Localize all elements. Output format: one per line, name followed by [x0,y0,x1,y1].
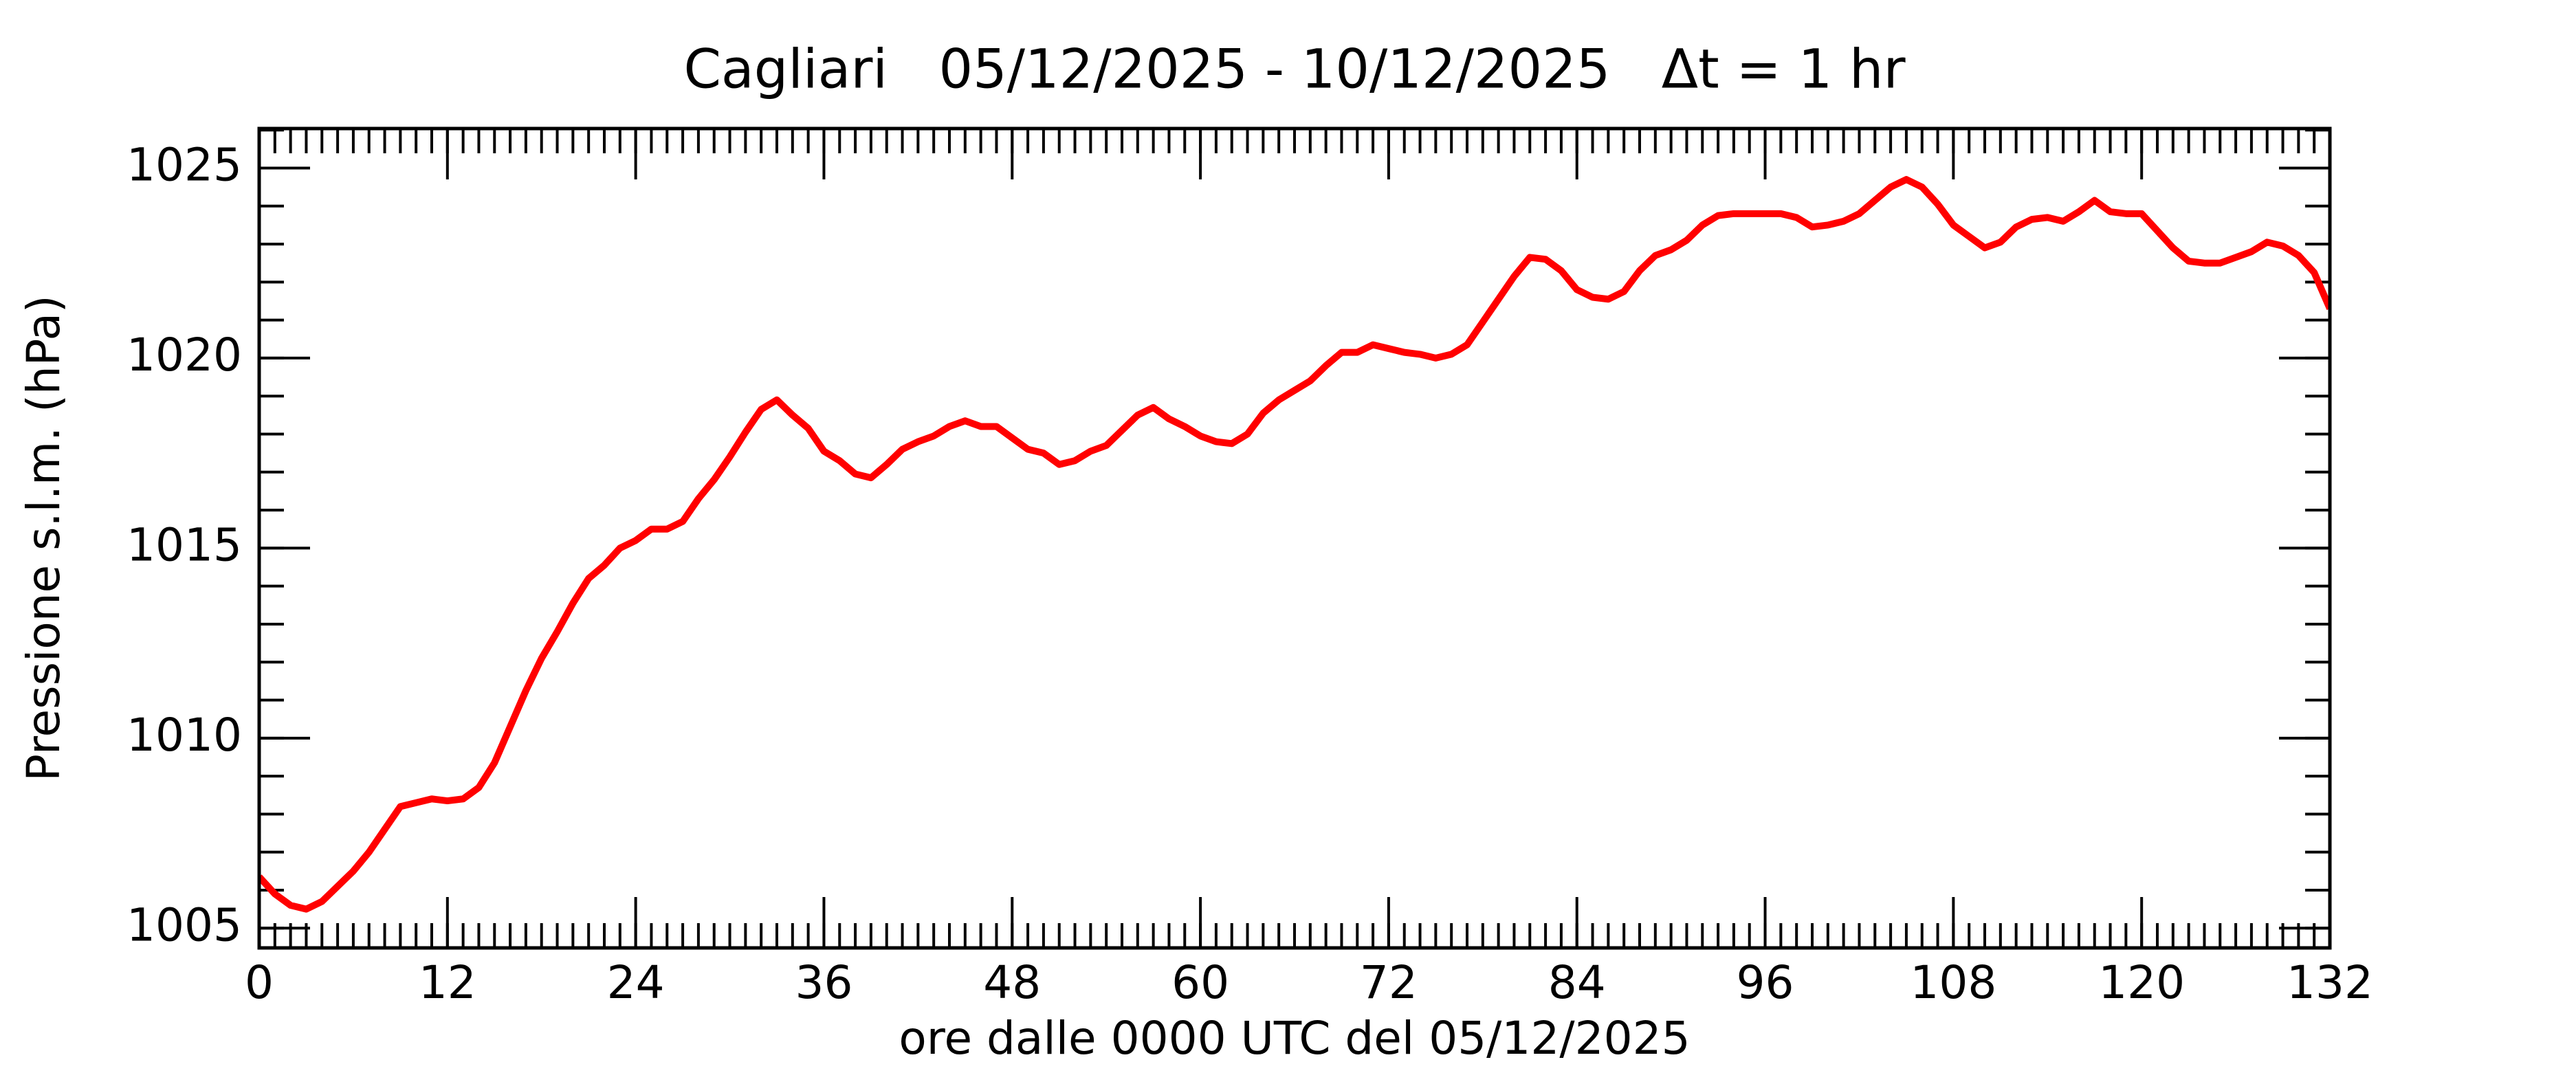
x-axis-label: ore dalle 0000 UTC del 05/12/2025 [899,1012,1690,1065]
x-tick-label: 96 [1737,956,1794,1009]
x-tick-label: 60 [1171,956,1229,1009]
x-tick-label: 108 [1910,956,1996,1009]
x-tick-label: 48 [983,956,1041,1009]
x-tick-label: 84 [1548,956,1606,1009]
x-tick-label: 132 [2287,956,2373,1009]
y-tick-label: 1015 [126,518,242,571]
y-tick-label: 1010 [126,709,242,762]
y-tick-label: 1005 [126,898,242,951]
x-tick-label: 0 [245,956,274,1009]
x-tick-label: 24 [607,956,665,1009]
x-tick-label: 36 [795,956,852,1009]
chart-title: Cagliari 05/12/2025 - 10/12/2025 Δt = 1 … [683,38,1906,100]
x-tick-label: 120 [2098,956,2185,1009]
data-line [259,176,2330,913]
plot-frame [257,126,2332,950]
y-axis-label: Pressione s.l.m. (hPa) [17,295,70,781]
y-tick-label: 1020 [126,329,242,381]
x-tick-label: 12 [419,956,476,1009]
x-tick-label: 72 [1360,956,1418,1009]
y-tick-label: 1025 [126,139,242,192]
